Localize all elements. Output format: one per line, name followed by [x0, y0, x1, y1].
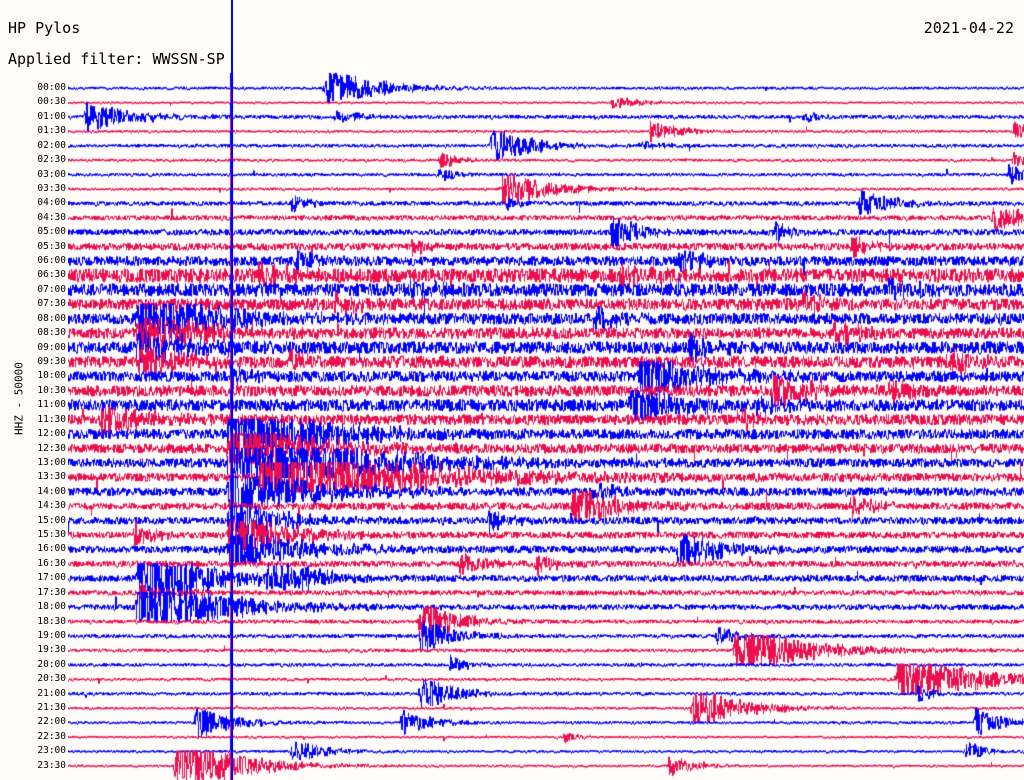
time-label: 21:30 [37, 702, 66, 714]
time-label: 22:30 [37, 730, 66, 742]
time-label: 13:00 [37, 456, 66, 468]
waveform-canvas[interactable] [68, 0, 1024, 780]
time-axis: 00:00 00:30 01:00 01:30 02:00 02:30 03:00 03:30… [0, 0, 68, 780]
time-label: 01:30 [37, 125, 66, 137]
time-label: 00:30 [37, 96, 66, 108]
time-label: 23:30 [37, 759, 66, 771]
time-label: 06:00 [37, 255, 66, 267]
time-label: 22:00 [37, 716, 66, 728]
time-label: 12:00 [37, 428, 66, 440]
time-label: 20:30 [37, 673, 66, 685]
time-label: 12:30 [37, 442, 66, 454]
time-label: 19:00 [37, 629, 66, 641]
time-label: 14:00 [37, 485, 66, 497]
time-label: 03:00 [37, 168, 66, 180]
seismogram-plot [68, 0, 1024, 780]
time-label: 19:30 [37, 644, 66, 656]
time-label: 03:30 [37, 182, 66, 194]
time-label: 17:00 [37, 572, 66, 584]
time-label: 07:30 [37, 298, 66, 310]
time-label: 08:30 [37, 327, 66, 339]
time-label: 18:30 [37, 615, 66, 627]
time-cursor[interactable] [231, 0, 233, 780]
time-label: 18:00 [37, 601, 66, 613]
time-label: 05:30 [37, 240, 66, 252]
time-label: 00:00 [37, 82, 66, 93]
time-label: 10:30 [37, 384, 66, 396]
time-label: 15:00 [37, 514, 66, 526]
time-label: 05:00 [37, 226, 66, 238]
time-label: 07:00 [37, 283, 66, 295]
time-label: 04:30 [37, 211, 66, 223]
time-label: 21:00 [37, 687, 66, 699]
time-label: 09:00 [37, 341, 66, 353]
time-label: 16:30 [37, 557, 66, 569]
time-label: 02:00 [37, 139, 66, 151]
time-label: 04:00 [37, 197, 66, 209]
time-label: 11:30 [37, 413, 66, 425]
time-label: 20:00 [37, 658, 66, 670]
time-label: 09:30 [37, 355, 66, 367]
time-label: 11:00 [37, 399, 66, 411]
time-label: 01:00 [37, 110, 66, 122]
time-label: 08:00 [37, 312, 66, 324]
time-label: 06:30 [37, 269, 66, 281]
time-label: 16:00 [37, 543, 66, 555]
time-label: 10:00 [37, 370, 66, 382]
time-label: 23:00 [37, 745, 66, 757]
time-label: 15:30 [37, 529, 66, 541]
time-label: 02:30 [37, 154, 66, 166]
time-label: 17:30 [37, 586, 66, 598]
time-label: 14:30 [37, 500, 66, 512]
time-label: 13:30 [37, 471, 66, 483]
